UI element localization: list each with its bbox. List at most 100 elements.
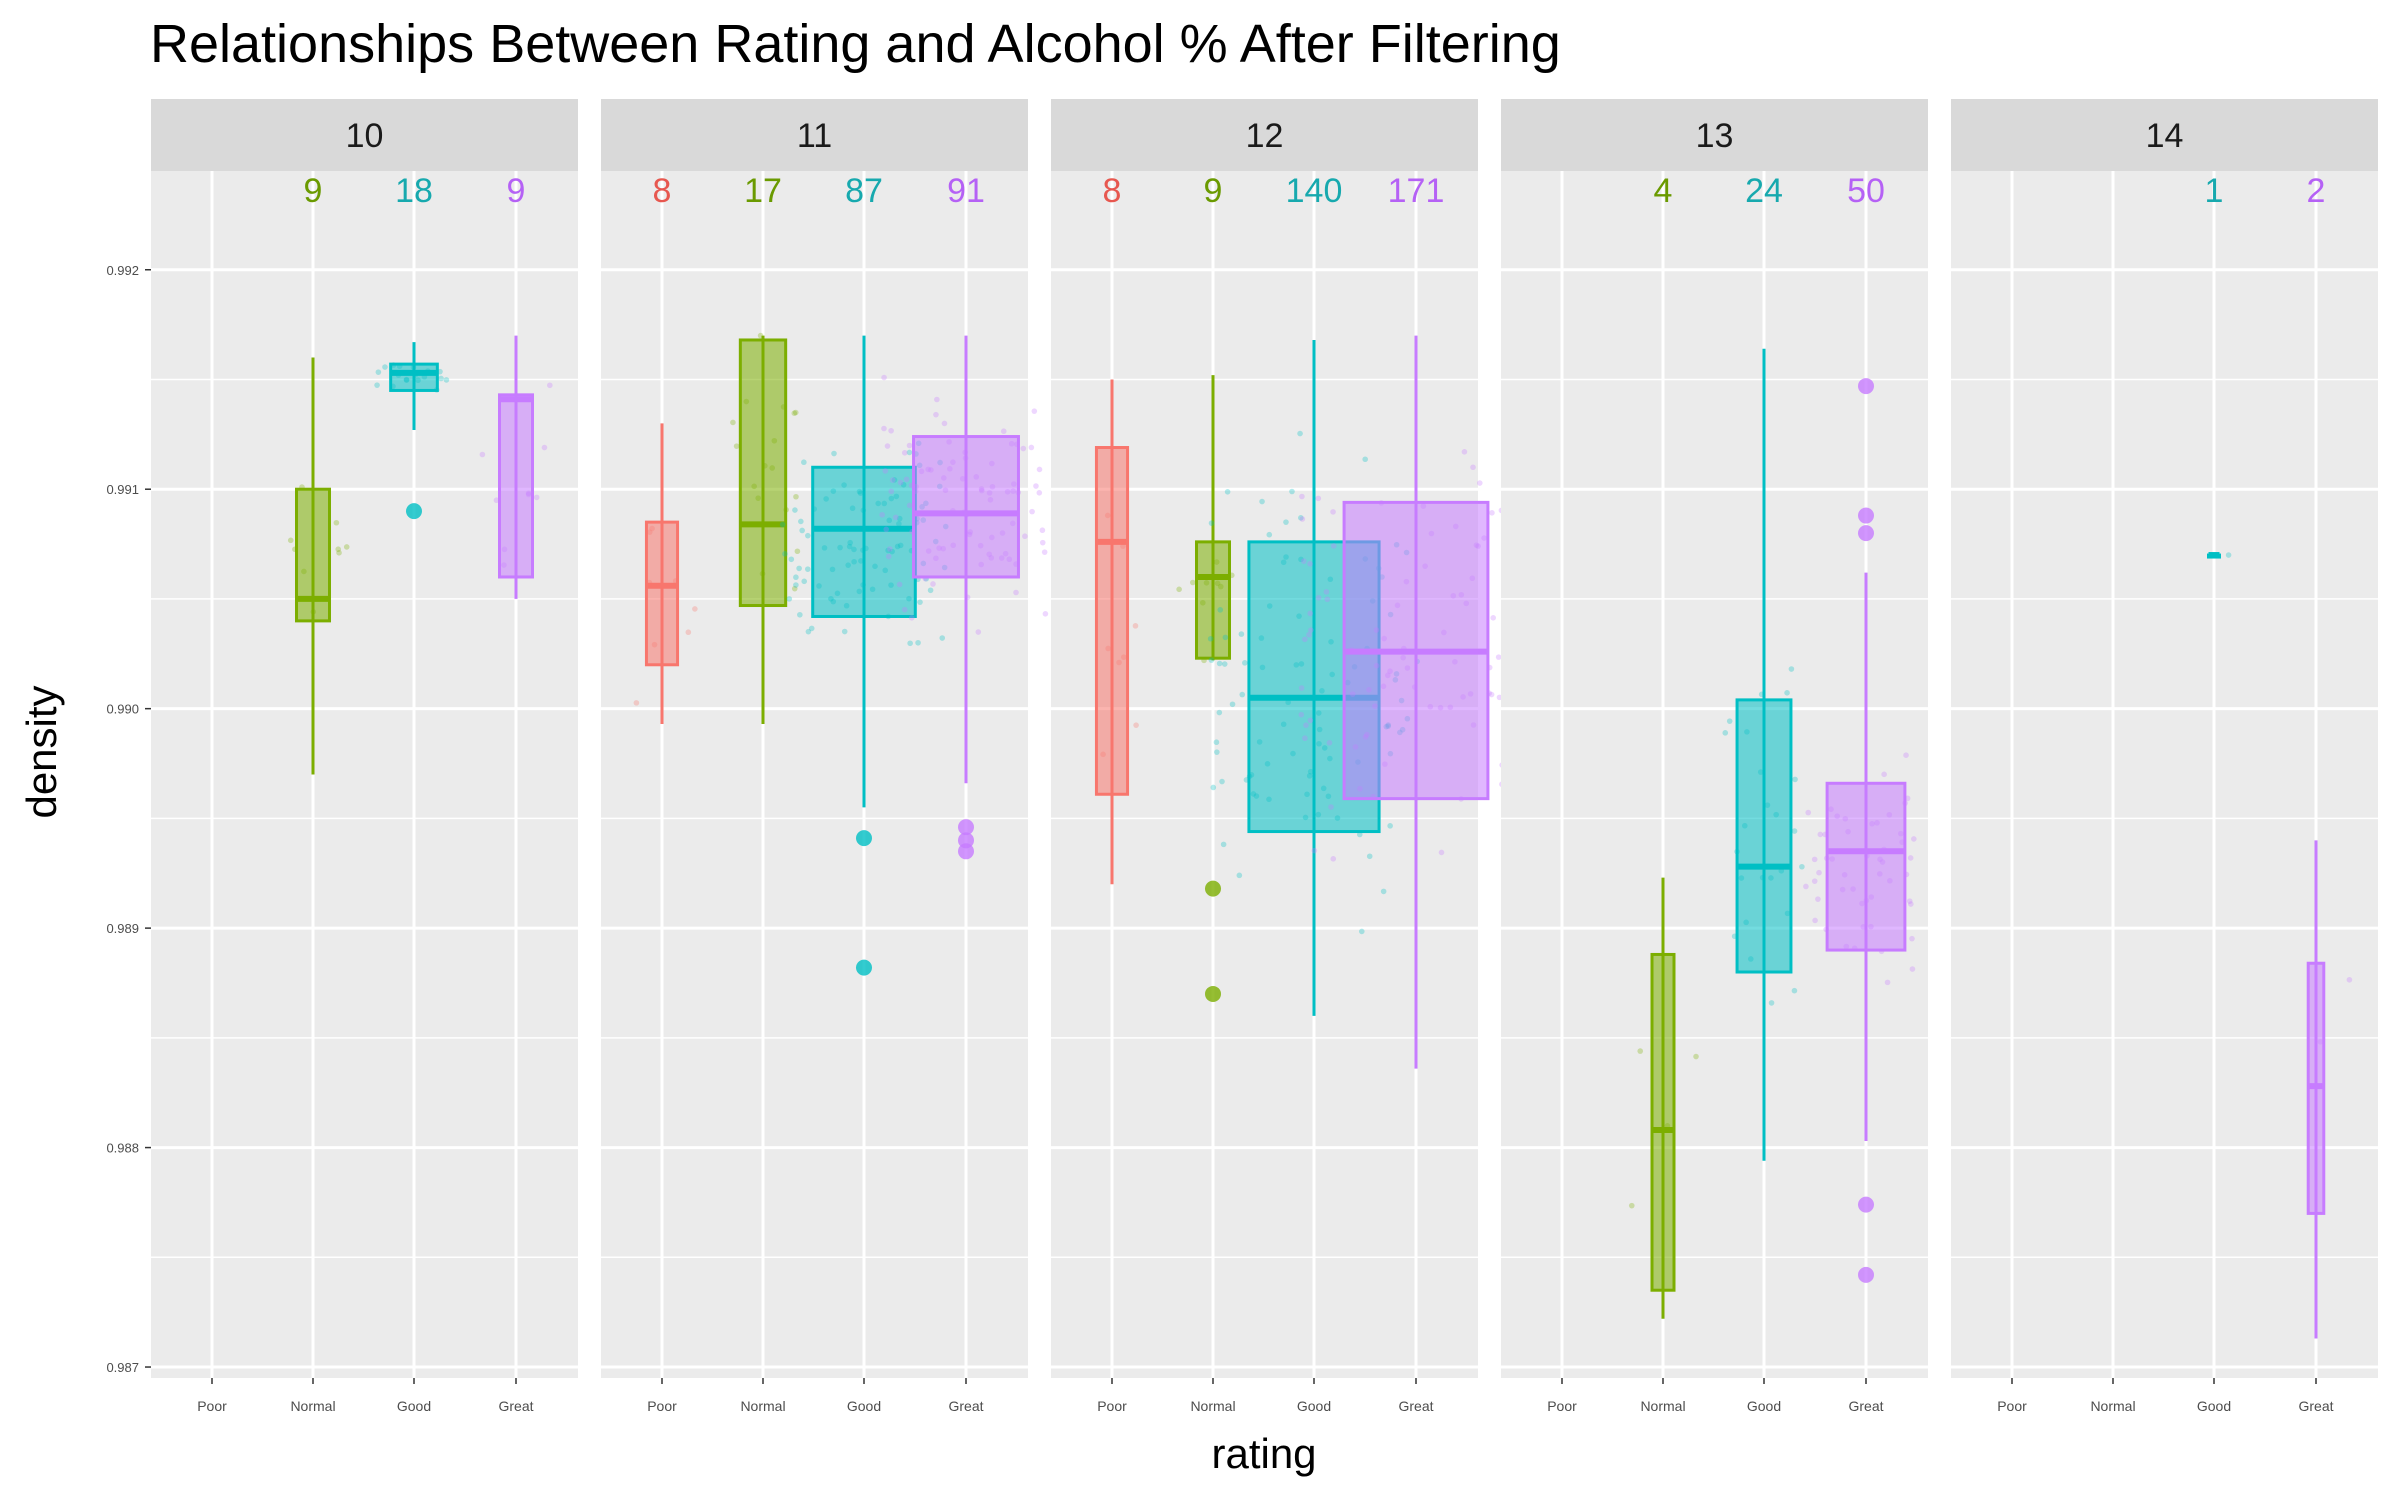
- jitter-point: [1909, 966, 1916, 972]
- jitter-point: [975, 629, 982, 635]
- jitter-point: [906, 442, 913, 449]
- jitter-point: [1315, 495, 1322, 502]
- jitter-point: [805, 532, 811, 539]
- jitter-point: [1298, 685, 1305, 691]
- jitter-point: [1637, 1048, 1644, 1054]
- jitter-point: [779, 521, 786, 528]
- jitter-point: [906, 449, 913, 456]
- jitter-point: [908, 614, 915, 621]
- jitter-point: [786, 596, 793, 602]
- jitter-point: [1133, 722, 1139, 728]
- jitter-point: [884, 443, 891, 449]
- boxplot-great: 9: [479, 172, 553, 599]
- jitter-point: [930, 581, 936, 587]
- jitter-point: [882, 468, 889, 474]
- x-tick-label: Poor: [647, 1398, 677, 1414]
- y-tick-label: 0.991: [106, 482, 139, 497]
- jitter-point: [1132, 623, 1139, 629]
- jitter-point: [808, 625, 815, 632]
- x-tick-label: Poor: [197, 1398, 227, 1414]
- jitter-point: [793, 582, 799, 588]
- jitter-point: [1323, 589, 1330, 595]
- jitter-point: [1033, 483, 1039, 489]
- jitter-point: [788, 556, 795, 563]
- jitter-point: [1307, 561, 1313, 567]
- jitter-point: [888, 488, 895, 495]
- jitter-point: [1356, 831, 1363, 838]
- y-tick-label: 0.989: [106, 921, 139, 936]
- box: [498, 393, 534, 579]
- jitter-point: [792, 507, 798, 513]
- jitter-point: [804, 566, 811, 572]
- outlier-point: [958, 843, 974, 860]
- jitter-point: [889, 477, 896, 483]
- jitter-point: [1224, 488, 1231, 495]
- x-tick-label: Great: [2298, 1398, 2333, 1414]
- jitter-point: [1324, 596, 1331, 603]
- jitter-point: [547, 382, 553, 389]
- jitter-point: [927, 587, 934, 594]
- jitter-point: [1266, 531, 1273, 538]
- jitter-point: [1220, 841, 1227, 848]
- count-label: 4: [1654, 172, 1673, 210]
- facet-label: 10: [346, 117, 384, 155]
- count-label: 9: [507, 172, 526, 210]
- jitter-point: [1470, 464, 1476, 471]
- jitter-point: [336, 550, 342, 556]
- boxplot-good: 24: [1722, 172, 1805, 1161]
- jitter-point: [917, 599, 923, 605]
- y-tick-label: 0.988: [106, 1141, 139, 1156]
- jitter-point: [1366, 853, 1373, 860]
- boxplot-great: 2: [2307, 172, 2353, 1339]
- jitter-point: [493, 497, 500, 504]
- jitter-point: [1176, 586, 1182, 593]
- x-tick-label: Great: [498, 1398, 533, 1414]
- jitter-point: [903, 476, 910, 483]
- jitter-point: [1903, 752, 1909, 758]
- jitter-point: [841, 628, 848, 635]
- outlier-point: [1858, 507, 1874, 524]
- box: [738, 338, 788, 608]
- x-axis-label: rating: [1211, 1430, 1316, 1477]
- panel-background: [1501, 171, 1928, 1378]
- facet-strip: [1951, 99, 2378, 171]
- jitter-point: [1013, 589, 1019, 596]
- jitter-point: [1488, 691, 1495, 698]
- x-tick-label: Good: [2197, 1398, 2231, 1414]
- count-label: 50: [1847, 172, 1885, 210]
- x-tick-label: Good: [1297, 1398, 1331, 1414]
- jitter-point: [1219, 778, 1225, 785]
- jitter-point: [1628, 1202, 1635, 1209]
- jitter-point: [1805, 809, 1812, 816]
- count-label: 9: [304, 172, 323, 210]
- boxplot-good: 18: [374, 172, 450, 520]
- jitter-point: [1036, 466, 1043, 473]
- jitter-point: [1307, 610, 1314, 617]
- y-axis-label: density: [18, 685, 65, 818]
- jitter-point: [730, 419, 736, 426]
- facet-panel-11: 11 Poor Normal Good Great 8 17 87 91: [601, 99, 1049, 1414]
- box: [1094, 446, 1130, 796]
- jitter-point: [1799, 863, 1805, 870]
- jitter-point: [1216, 709, 1223, 716]
- outlier-point: [1858, 525, 1874, 542]
- jitter-point: [1315, 594, 1322, 601]
- jitter-point: [287, 537, 294, 544]
- jitter-point: [343, 544, 350, 550]
- jitter-point: [1300, 558, 1307, 564]
- facet-panel-12: 12 Poor Normal Good Great 8 9 140 171: [1051, 99, 1533, 1414]
- outlier-point: [1205, 880, 1221, 897]
- box: [1735, 698, 1793, 974]
- box: [1650, 952, 1676, 1292]
- outlier-point: [856, 959, 872, 976]
- outlier-point: [406, 503, 422, 520]
- facet-strip: [1051, 99, 1478, 171]
- jitter-point: [382, 364, 388, 370]
- x-tick-label: Good: [1747, 1398, 1781, 1414]
- x-tick-label: Great: [948, 1398, 983, 1414]
- jitter-point: [883, 526, 890, 533]
- jitter-point: [1020, 445, 1027, 452]
- y-tick-label: 0.992: [106, 263, 139, 278]
- jitter-point: [1000, 428, 1007, 435]
